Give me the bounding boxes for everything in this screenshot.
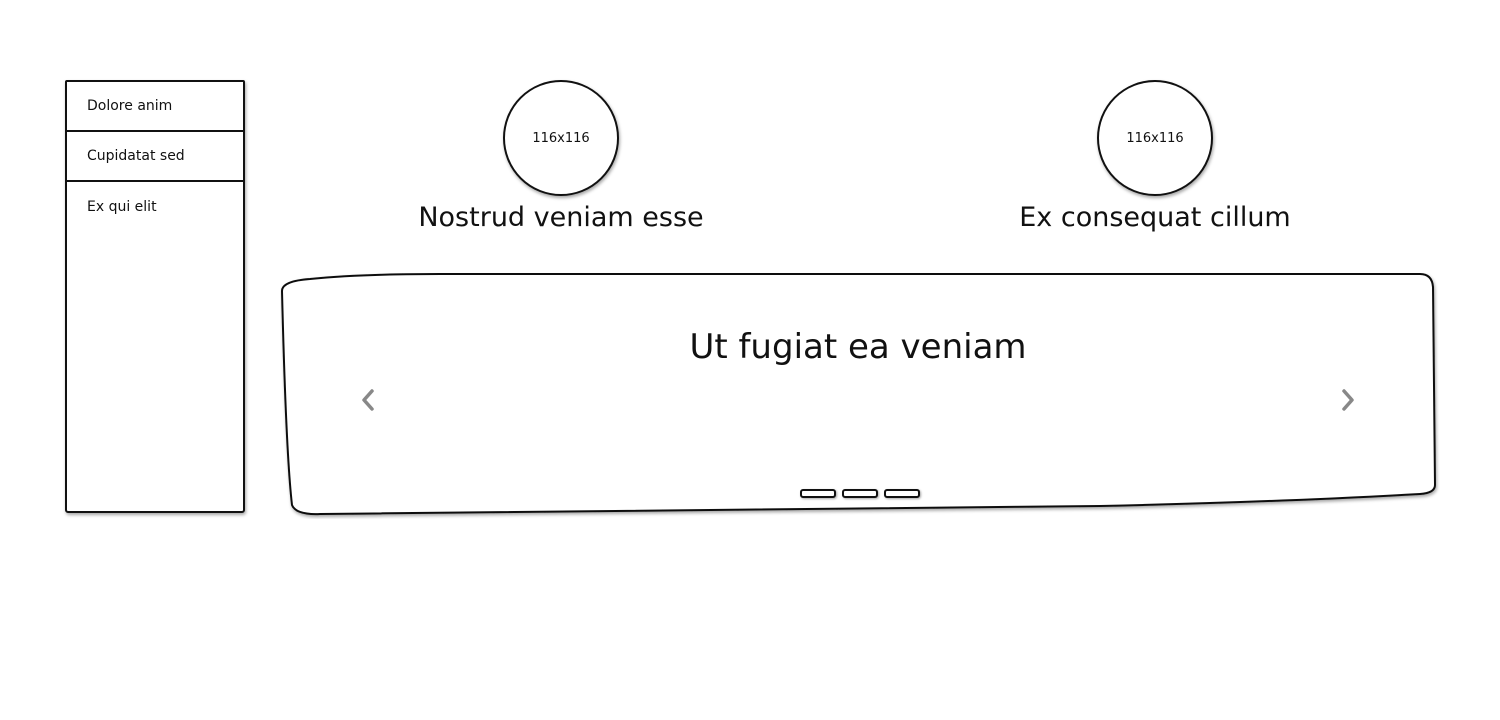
profile-card: 116x116 Nostrud veniam esse <box>381 80 741 236</box>
chevron-left-icon <box>362 389 374 411</box>
sidebar-item-ex-qui-elit[interactable]: Ex qui elit <box>67 182 243 232</box>
carousel-prev-button[interactable] <box>354 385 382 415</box>
chevron-right-icon <box>1342 389 1354 411</box>
carousel-next-button[interactable] <box>1334 385 1362 415</box>
carousel-indicator-3[interactable] <box>884 489 920 498</box>
sidebar-item-cupidatat-sed[interactable]: Cupidatat sed <box>67 132 243 182</box>
card-title: Ex consequat cillum <box>1019 202 1291 233</box>
carousel-indicators <box>800 489 920 498</box>
sidebar-item-label: Cupidatat sed <box>87 148 185 164</box>
sidebar-item-label: Dolore anim <box>87 98 173 114</box>
avatar-size-label: 116x116 <box>532 130 590 146</box>
sidebar-item-label: Ex qui elit <box>87 199 157 215</box>
avatar-image-placeholder: 116x116 <box>503 80 619 196</box>
avatar-size-label: 116x116 <box>1126 130 1184 146</box>
carousel-indicator-2[interactable] <box>842 489 878 498</box>
sidebar-list: Dolore anim Cupidatat sed Ex qui elit <box>65 80 245 513</box>
sidebar-item-dolore-anim[interactable]: Dolore anim <box>67 82 243 132</box>
avatar-image-placeholder: 116x116 <box>1097 80 1213 196</box>
carousel: Ut fugiat ea veniam <box>280 273 1437 516</box>
card-title: Nostrud veniam esse <box>418 202 704 233</box>
carousel-slide-heading: Ut fugiat ea veniam <box>689 327 1027 367</box>
profile-card: 116x116 Ex consequat cillum <box>975 80 1335 236</box>
carousel-indicator-1[interactable] <box>800 489 836 498</box>
carousel-frame <box>280 273 1437 516</box>
